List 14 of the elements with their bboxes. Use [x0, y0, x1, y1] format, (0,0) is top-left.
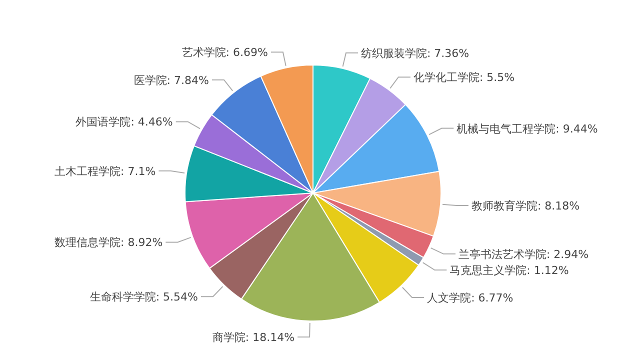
slice-label: 生命科学学院: 5.54% — [90, 290, 198, 304]
slice-label: 纺织服装学院: 7.36% — [361, 46, 470, 60]
slice-label: 兰亭书法艺术学院: 2.94% — [458, 248, 589, 261]
slice-label: 教师教育学院: 8.18% — [471, 200, 580, 213]
slice-label: 化学化工学院: 5.5% — [413, 71, 515, 84]
slice-label: 人文学院: 6.77% — [427, 292, 514, 305]
slice-label: 医学院: 7.84% — [134, 74, 209, 87]
slice-label: 土木工程学院: 7.1% — [54, 164, 156, 178]
slice-label: 马克思主义学院: 1.12% — [450, 264, 569, 278]
slice-label: 商学院: 18.14% — [212, 330, 295, 344]
slice-label: 数理信息学院: 8.92% — [54, 236, 163, 250]
slice-label: 机械与电气工程学院: 9.44% — [456, 122, 598, 136]
slice-label: 艺术学院: 6.69% — [182, 46, 268, 60]
slice-label: 外国语学院: 4.46% — [76, 116, 173, 129]
